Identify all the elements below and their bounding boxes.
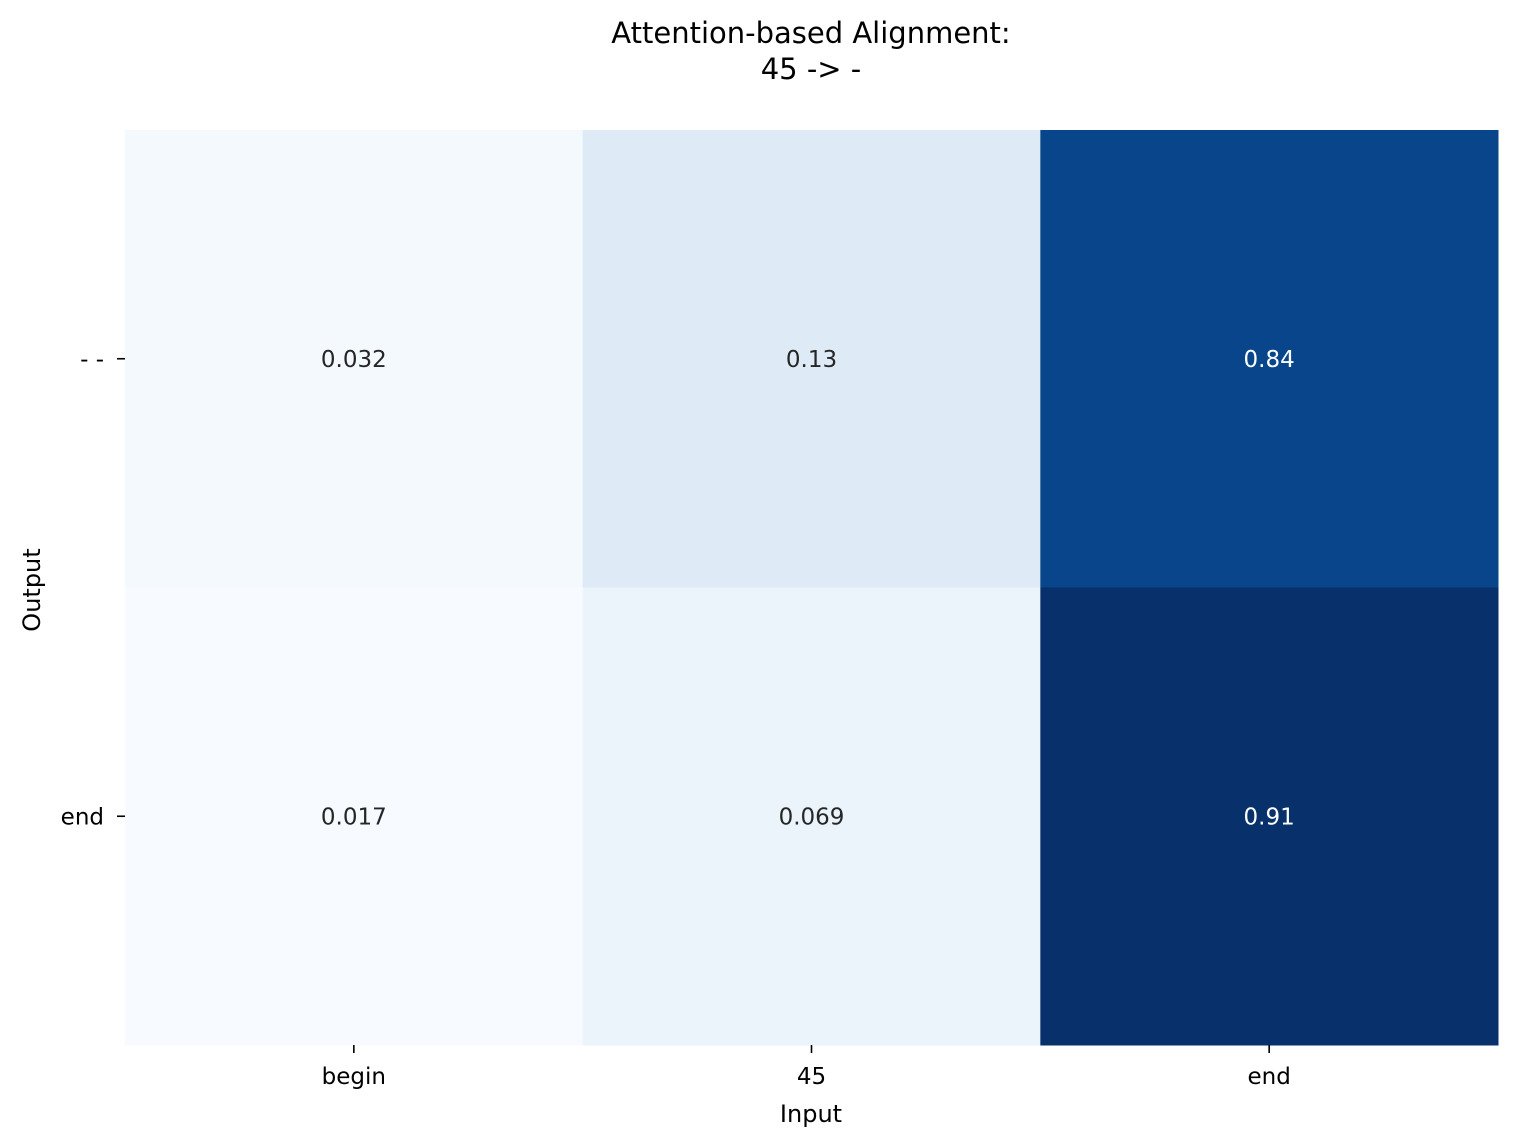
heatmap-cell-r1-c2: [1040, 587, 1499, 1046]
heatmap-cells: 0.032 0.13 0.84 0.017 0.069 0.91: [125, 130, 1499, 1046]
y-tick-label-1: end: [61, 804, 104, 830]
cell-label-r0-c1: 0.13: [786, 347, 837, 373]
cell-label-r1-c1: 0.069: [779, 804, 845, 830]
cell-label-r0-c0: 0.032: [321, 347, 387, 373]
x-tick-label-2: end: [1248, 1064, 1291, 1090]
chart-title-line-2: 45 -> -: [761, 52, 862, 86]
cell-label-r1-c2: 0.91: [1244, 804, 1295, 830]
x-tick-label-1: 45: [797, 1064, 826, 1090]
cell-label-r0-c2: 0.84: [1244, 347, 1295, 373]
y-axis-ticks: - - end: [61, 347, 125, 830]
x-axis-label: Input: [780, 1100, 842, 1128]
x-axis-ticks: begin 45 end: [322, 1045, 1291, 1090]
x-tick-label-0: begin: [322, 1064, 386, 1090]
heatmap-cell-r0-c2: [1040, 130, 1499, 588]
heatmap-cell-r1-c0: [125, 587, 584, 1046]
y-axis-label: Output: [18, 548, 46, 631]
y-tick-label-0: - -: [80, 347, 104, 373]
heatmap-cell-r0-c1: [582, 130, 1041, 588]
chart-title-line-1: Attention-based Alignment:: [611, 16, 1010, 50]
cell-label-r1-c0: 0.017: [321, 804, 387, 830]
heatmap-cell-r0-c0: [125, 130, 584, 588]
heatmap-cell-r1-c1: [582, 587, 1041, 1046]
